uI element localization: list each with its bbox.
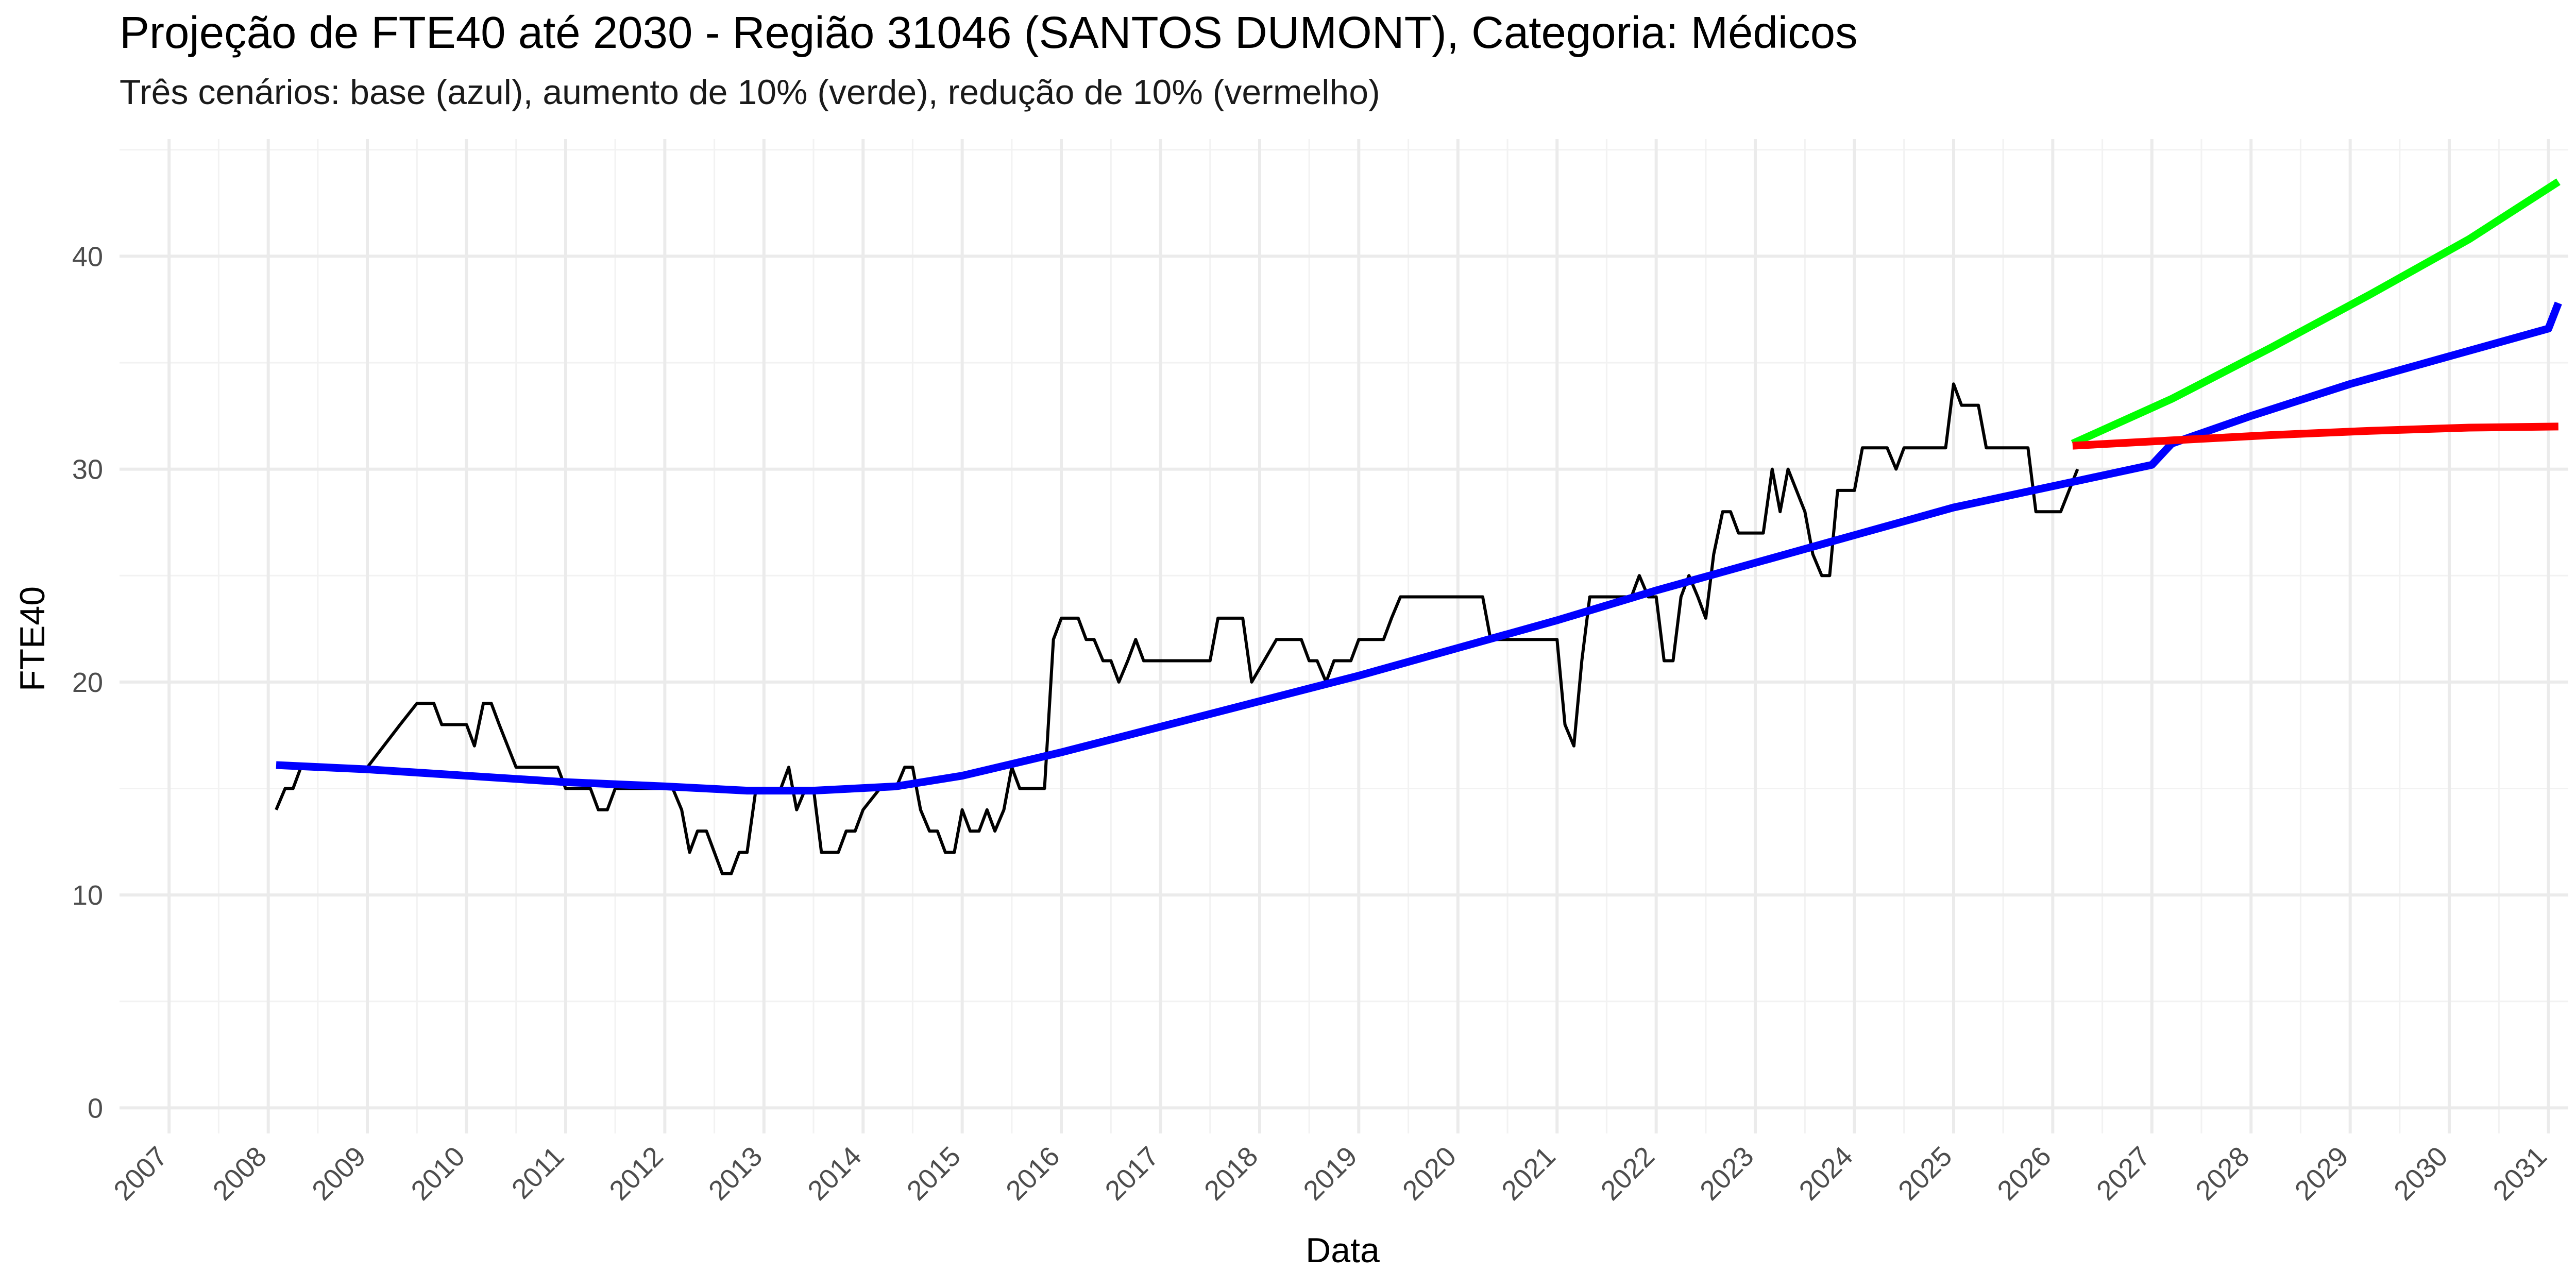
y-axis-title: FTE40 xyxy=(13,586,52,691)
x-tick-label: 2013 xyxy=(703,1141,768,1206)
x-tick-label: 2031 xyxy=(2487,1141,2553,1206)
y-tick-label: 0 xyxy=(88,1093,103,1124)
x-tick-label: 2008 xyxy=(207,1141,273,1206)
x-tick-label: 2009 xyxy=(306,1141,371,1206)
y-tick-labels: 0 10 20 30 40 xyxy=(72,241,103,1124)
y-tick-label: 20 xyxy=(72,667,103,698)
series-line-3 xyxy=(2072,422,2558,450)
x-tick-label: 2028 xyxy=(2190,1141,2255,1206)
x-tick-labels: 2007 2008 2009 2010 2011 2012 2013 2014 2015 2016… xyxy=(108,1141,2553,1206)
x-tick-label: 2022 xyxy=(1595,1141,1660,1206)
x-tick-label: 2010 xyxy=(405,1141,471,1206)
x-tick-label: 2014 xyxy=(802,1141,867,1206)
x-tick-label: 2026 xyxy=(1991,1141,2057,1206)
x-axis-title: Data xyxy=(1306,1231,1380,1270)
x-tick-label: 2016 xyxy=(1000,1141,1065,1206)
series-line-1 xyxy=(276,301,2562,795)
x-tick-label: 2011 xyxy=(506,1141,570,1205)
x-tick-label: 2012 xyxy=(603,1141,669,1206)
x-tick-label: 2024 xyxy=(1793,1141,1859,1206)
series-line-0 xyxy=(275,382,2079,875)
y-tick-label: 40 xyxy=(72,241,103,272)
x-tick-label: 2030 xyxy=(2388,1141,2453,1206)
x-tick-label: 2015 xyxy=(901,1141,967,1206)
x-tick-label: 2020 xyxy=(1397,1141,1462,1206)
x-tick-label: 2021 xyxy=(1496,1141,1561,1206)
x-tick-label: 2023 xyxy=(1694,1141,1759,1206)
x-tick-label: 2025 xyxy=(1892,1141,1958,1206)
x-tick-label: 2018 xyxy=(1198,1141,1264,1206)
y-tick-label: 30 xyxy=(72,454,103,485)
x-tick-label: 2019 xyxy=(1297,1141,1363,1206)
chart-subtitle: Três cenários: base (azul), aumento de 1… xyxy=(120,73,1380,112)
series-layer xyxy=(275,178,2562,875)
x-tick-label: 2017 xyxy=(1099,1141,1165,1206)
series-line-2 xyxy=(2071,178,2561,447)
x-tick-label: 2027 xyxy=(2091,1141,2156,1206)
grid xyxy=(120,139,2568,1133)
x-tick-label: 2007 xyxy=(108,1141,173,1206)
x-tick-label: 2029 xyxy=(2289,1141,2354,1206)
y-tick-label: 10 xyxy=(72,880,103,911)
chart-title: Projeção de FTE40 até 2030 - Região 3104… xyxy=(120,8,1858,58)
